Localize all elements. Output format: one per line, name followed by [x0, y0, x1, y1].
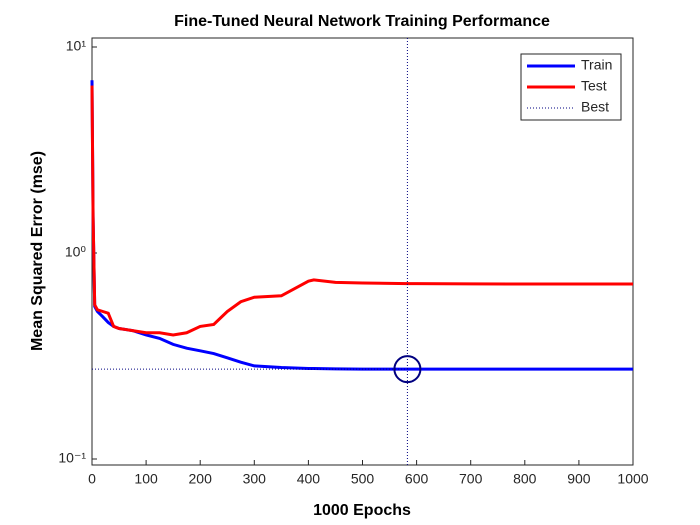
- x-tick-label: 200: [189, 471, 213, 487]
- legend-label: Best: [581, 99, 609, 115]
- legend-label: Test: [581, 78, 607, 94]
- x-tick-label: 500: [351, 471, 375, 487]
- best-marker: [393, 355, 422, 384]
- x-tick-label: 800: [513, 471, 537, 487]
- x-tick-label: 0: [88, 471, 96, 487]
- x-tick-label: 600: [405, 471, 429, 487]
- y-tick-label: 10¹: [66, 38, 87, 54]
- y-tick-label: 10⁰: [65, 244, 87, 260]
- y-tick-label: 10⁻¹: [58, 450, 86, 466]
- legend-label: Train: [581, 57, 612, 73]
- x-axis-label: 1000 Epochs: [313, 502, 411, 519]
- plot-frame: [91, 37, 634, 466]
- series-line: [90, 85, 633, 337]
- series-line: [90, 80, 633, 371]
- x-tick-label: 300: [243, 471, 267, 487]
- y-axis-label: Mean Squared Error (mse): [29, 151, 46, 351]
- x-tick-label: 100: [134, 471, 158, 487]
- x-tick-label: 900: [567, 471, 591, 487]
- x-tick-label: 1000: [617, 471, 648, 487]
- x-tick-label: 700: [459, 471, 483, 487]
- x-tick-label: 400: [297, 471, 321, 487]
- chart-title: Fine-Tuned Neural Network Training Perfo…: [174, 13, 550, 30]
